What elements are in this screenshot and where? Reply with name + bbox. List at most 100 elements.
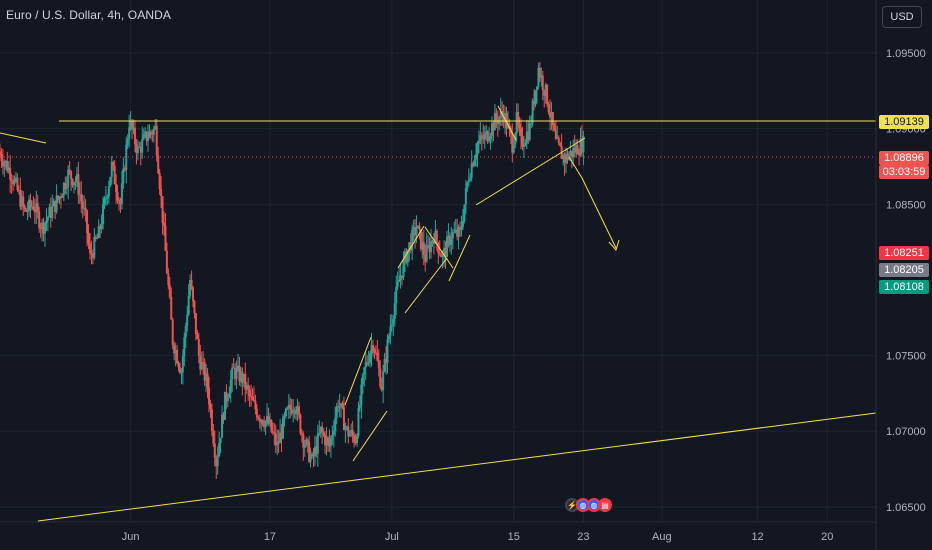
candle-body [260, 420, 263, 423]
candle-body [441, 253, 444, 258]
x-tick-label: 20 [821, 531, 833, 543]
vertical-grid [130, 0, 828, 522]
candle-body [553, 125, 556, 131]
wedge-top-line [497, 105, 517, 141]
candle-body [547, 104, 550, 113]
candle-body [263, 424, 266, 428]
currency-button[interactable]: USD [882, 6, 922, 28]
candle-body [331, 434, 334, 438]
candle-body [398, 279, 401, 282]
trend-line-left [0, 132, 47, 144]
flag-lower-1 [352, 410, 388, 462]
candle-body [91, 254, 94, 258]
candle-body [97, 226, 100, 238]
candle-body [241, 371, 244, 383]
candle-body [305, 439, 308, 446]
candle-body [447, 235, 450, 238]
candle-body [406, 249, 409, 263]
candle-body [90, 252, 93, 255]
red-price-mark: 1.08251 [879, 246, 929, 260]
candle-body [160, 189, 163, 197]
candle-body [16, 177, 19, 190]
flag-lower-2 [404, 257, 448, 314]
candle-body [309, 456, 312, 462]
candle-body [438, 253, 441, 255]
candle-body [460, 226, 463, 230]
candle-body [70, 171, 73, 180]
candle-body [424, 254, 427, 262]
candle-body [222, 414, 225, 420]
candle-body [187, 295, 190, 315]
candle-body [231, 367, 234, 380]
candle-body [280, 432, 283, 439]
candle-body [293, 409, 296, 411]
candle-body [12, 180, 15, 184]
candle-body [141, 139, 144, 153]
candle-body [541, 75, 544, 91]
support-trend-line [37, 412, 877, 522]
candle-body [80, 194, 83, 202]
candle-body [408, 242, 411, 250]
globe-icon[interactable]: ◍ [587, 498, 601, 512]
candle-body [282, 417, 285, 439]
candle-body [216, 456, 219, 467]
candle-body [488, 139, 491, 142]
candle-body [563, 154, 566, 164]
candle-body [158, 172, 161, 190]
candle-body [81, 201, 84, 209]
candle-body [284, 408, 287, 416]
candle-body [576, 145, 579, 155]
candle-body [476, 143, 479, 155]
candle-body [524, 143, 527, 146]
candle-body [168, 285, 171, 297]
candle-body [212, 431, 215, 444]
candle-body [226, 397, 229, 401]
candle-body [277, 441, 280, 444]
candle-body [239, 371, 242, 382]
candle-body [393, 303, 396, 319]
candle-body [197, 338, 200, 356]
candle-body [371, 345, 374, 350]
candle-body [22, 196, 25, 206]
candle-body [244, 373, 247, 390]
flag-lower-3 [448, 234, 471, 282]
candle-body [138, 146, 141, 148]
candle-body [527, 131, 530, 140]
candle-body [363, 367, 366, 375]
candle-body [334, 417, 337, 431]
candle-body [557, 137, 560, 143]
candle-body [126, 138, 129, 145]
candle-body [549, 112, 552, 118]
x-axis[interactable]: Jun 17 Jul 15 23 Aug 12 20 [0, 521, 876, 543]
candle-body [347, 426, 350, 437]
candle-body [303, 445, 306, 448]
candle-body [19, 190, 22, 207]
candle-body [59, 196, 62, 198]
candle-body [573, 147, 576, 153]
candle-body [83, 207, 86, 209]
candles-layer [0, 62, 585, 479]
candle-body [399, 275, 402, 280]
candle-body [356, 436, 359, 444]
economic-events[interactable]: ⚡ ◍ ◍ ▤ [565, 498, 612, 512]
candle-body [144, 131, 147, 135]
candle-body [370, 345, 373, 354]
us-flag-icon[interactable]: ▤ [598, 498, 612, 512]
candle-body [223, 391, 226, 420]
candle-body [71, 179, 74, 186]
candle-body [496, 120, 499, 125]
candle-body [401, 275, 404, 278]
projection-arrow-line [568, 156, 617, 249]
candle-body [308, 441, 311, 462]
candle-body [3, 163, 6, 167]
candle-body [402, 259, 405, 278]
candle-body [4, 161, 7, 164]
candle-body [520, 128, 523, 136]
candle-body [364, 362, 367, 368]
candle-body [164, 225, 167, 251]
candle-body [61, 195, 64, 198]
candle-body [152, 128, 155, 135]
candle-body [190, 279, 193, 288]
candle-body [55, 195, 58, 212]
